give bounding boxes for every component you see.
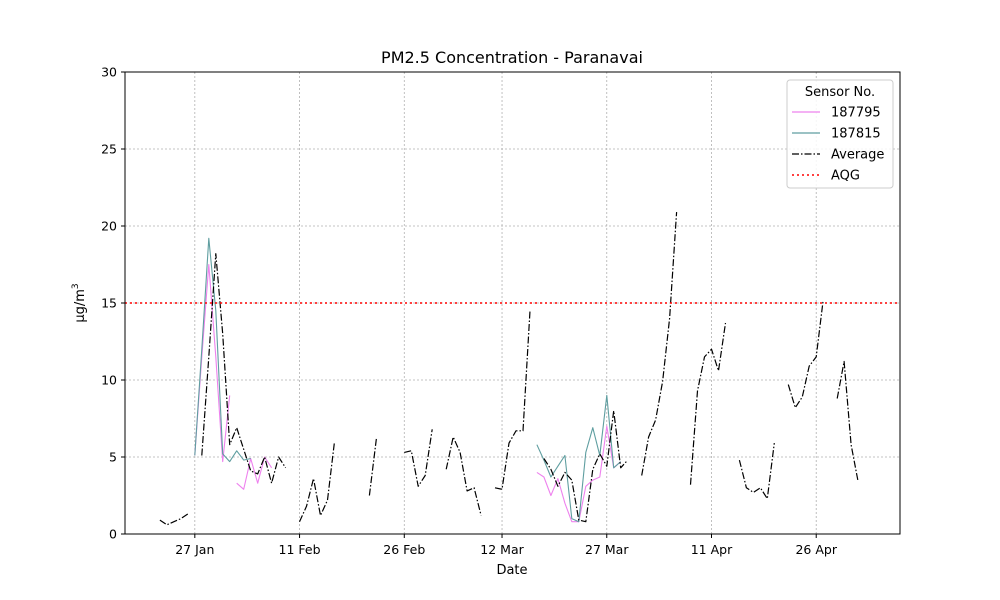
y-tick-label: 20 (101, 219, 117, 234)
y-tick-label: 15 (101, 296, 117, 311)
y-tick-label: 25 (101, 142, 117, 157)
legend-entry-187795: 187795 (831, 106, 881, 121)
series-average-segment (368, 438, 377, 496)
legend-entry-aqg: AQG (831, 169, 860, 184)
chart-title: PM2.5 Concentration - Paranavai (381, 48, 643, 67)
series-average-segment (787, 299, 824, 409)
x-tick-label: 26 Apr (795, 542, 837, 557)
x-axis-label: Date (496, 563, 527, 578)
series-average-segment (543, 410, 629, 523)
x-tick-label: 11 Feb (279, 542, 321, 557)
y-tick-label: 30 (101, 65, 117, 80)
series-187795-segment (236, 456, 273, 490)
series-average-segment (494, 310, 531, 490)
legend-entry-187815: 187815 (831, 127, 881, 142)
series-187815-segment (194, 237, 251, 463)
series-average-segment (641, 212, 678, 476)
x-tick-label: 12 Mar (480, 542, 524, 557)
series-average-segment (159, 513, 189, 526)
series-average-segment (738, 443, 775, 500)
y-tick-label: 0 (109, 527, 117, 542)
y-tick-label: 5 (109, 450, 117, 465)
x-tick-label: 27 Jan (175, 542, 214, 557)
legend-entry-average: Average (831, 148, 884, 163)
x-tick-label: 11 Apr (691, 542, 733, 557)
y-tick-label: 10 (101, 373, 117, 388)
series-average-segment (445, 436, 482, 516)
series-187815-segment (536, 394, 622, 523)
series-average-segment (201, 253, 287, 484)
series-layer (125, 212, 900, 526)
series-average-segment (836, 360, 859, 482)
series-average-segment (298, 441, 336, 522)
legend-title: Sensor No. (805, 85, 875, 100)
legend: Sensor No. 187795 187815 Average AQG (786, 79, 894, 189)
axes: 0 5 10 15 20 25 30 27 Jan 11 Feb 26 Feb 12 Mar 27 M… (101, 65, 838, 558)
y-axis-label-superscript: 3 (71, 283, 81, 289)
x-tick-label: 26 Feb (383, 542, 425, 557)
x-tick-label: 27 Mar (585, 542, 629, 557)
y-axis-label: μg/m3 (71, 283, 88, 322)
legend-box (786, 79, 894, 189)
y-axis-label-base: μg/m (73, 289, 88, 323)
series-average-segment (404, 429, 433, 487)
series-average-segment (689, 322, 727, 485)
